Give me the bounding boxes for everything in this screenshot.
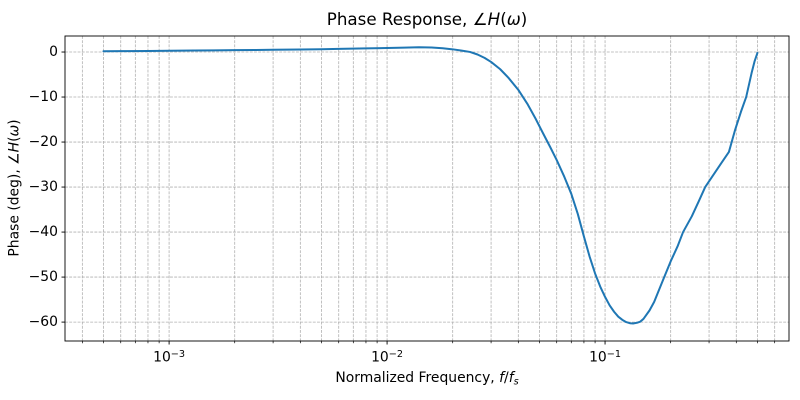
label-run: H bbox=[6, 141, 23, 153]
label-run: s bbox=[513, 376, 519, 388]
label-run: ) bbox=[520, 9, 528, 29]
chart-title: Phase Response, ∠H(ω) bbox=[327, 9, 527, 29]
x-axis-label: Normalized Frequency, f/fs bbox=[335, 370, 518, 391]
y-tick-label: 0 bbox=[49, 44, 58, 61]
x-tick-label: 10−2 bbox=[371, 347, 403, 366]
y-tick-label: −50 bbox=[28, 269, 58, 286]
axes-spines bbox=[64, 35, 790, 342]
tick-base: 10 bbox=[153, 349, 171, 366]
label-run: ω bbox=[506, 9, 521, 29]
label-run: ( bbox=[500, 9, 507, 29]
label-run: ω bbox=[6, 124, 23, 137]
tick-exponent: −1 bbox=[606, 349, 622, 360]
phase-curve bbox=[102, 46, 759, 325]
tick-exponent: −2 bbox=[388, 349, 404, 360]
tick-base: 10 bbox=[589, 349, 607, 366]
label-run: ) bbox=[6, 119, 23, 125]
label-run: ∠ bbox=[472, 9, 488, 29]
label-run: / bbox=[504, 370, 509, 386]
tick-exponent: −3 bbox=[170, 349, 186, 360]
label-run: Phase (deg), bbox=[6, 164, 23, 257]
label-run: f bbox=[499, 370, 505, 386]
y-tick-label: −30 bbox=[28, 179, 58, 196]
y-tick-label: −10 bbox=[28, 89, 58, 106]
tick-base: 10 bbox=[371, 349, 389, 366]
y-tick-label: −40 bbox=[28, 224, 58, 241]
y-tick-label: −60 bbox=[28, 314, 58, 331]
label-run: Phase Response, bbox=[326, 9, 473, 29]
label-run: ( bbox=[6, 136, 23, 142]
label-run: ∠ bbox=[6, 152, 23, 165]
y-axis-label: Phase (deg), ∠H(ω) bbox=[7, 119, 24, 256]
y-tick-label: −20 bbox=[28, 134, 58, 151]
x-tick-label: 10−1 bbox=[589, 347, 621, 366]
label-run: H bbox=[487, 9, 501, 29]
label-run: Normalized Frequency, bbox=[335, 370, 500, 386]
label-run: f bbox=[508, 370, 514, 386]
x-tick-label: 10−3 bbox=[153, 347, 185, 366]
